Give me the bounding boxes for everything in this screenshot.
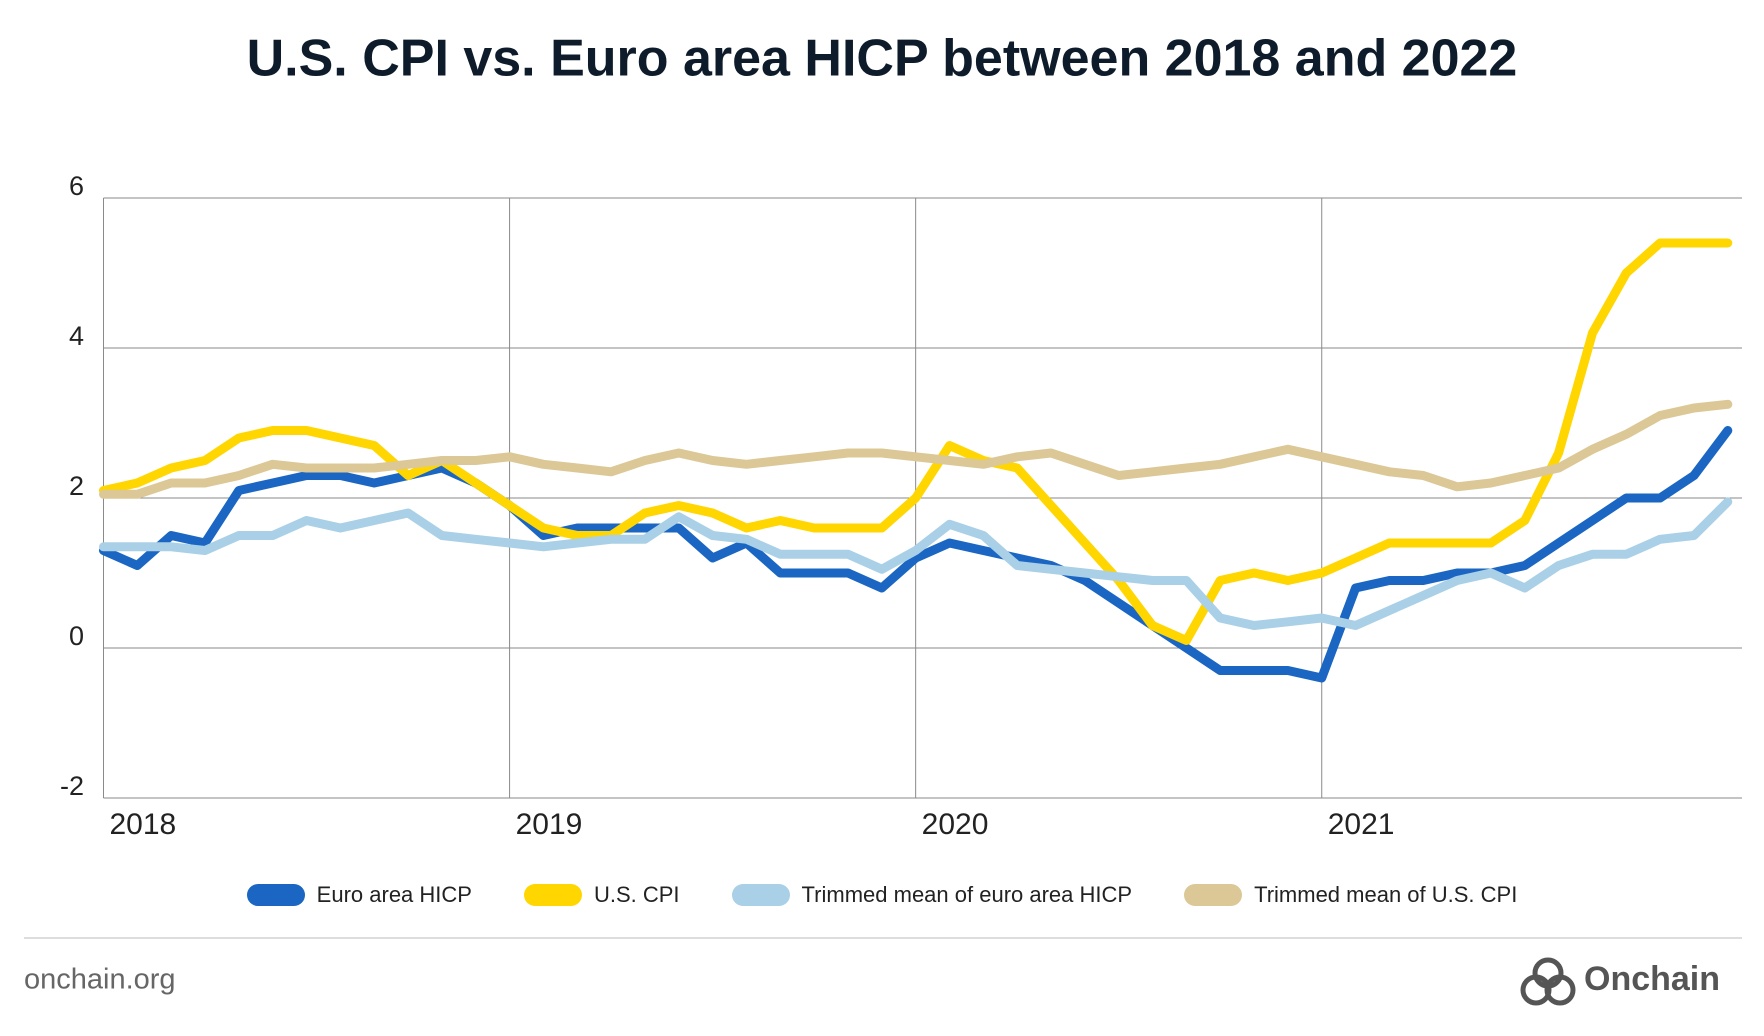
chart-title: U.S. CPI vs. Euro area HICP between 2018… [247, 30, 1518, 88]
x-tick-label: 2020 [922, 808, 989, 841]
legend: Euro area HICP U.S. CPI Trimmed mean of eu… [0, 882, 1764, 908]
y-tick-label: 4 [69, 321, 84, 351]
x-tick-label: 2021 [1328, 808, 1395, 841]
legend-swatch [731, 884, 790, 906]
y-tick-label: 2 [69, 471, 84, 501]
legend-swatch [246, 884, 305, 906]
legend-label: Euro area HICP [316, 882, 472, 907]
brand: Onchain [1584, 960, 1720, 998]
series-line [99, 399, 1733, 499]
source: onchain.org [24, 964, 176, 996]
legend-swatch [523, 884, 582, 906]
legend-item: Trimmed mean of euro area HICP [731, 882, 1133, 908]
y-tick-label: 0 [69, 621, 84, 651]
legend-item: Trimmed mean of U.S. CPI [1184, 882, 1517, 908]
legend-label: Trimmed mean of euro area HICP [801, 882, 1133, 907]
x-tick-label: 2019 [516, 808, 583, 841]
legend-swatch [1184, 884, 1243, 906]
series-line [99, 497, 1733, 630]
legend-label: U.S. CPI [593, 882, 680, 907]
y-tick-label: 6 [69, 171, 84, 201]
legend-label: Trimmed mean of U.S. CPI [1254, 882, 1518, 907]
series-line [99, 238, 1733, 645]
series-line [99, 426, 1733, 683]
x-tick-label: 2018 [110, 808, 177, 841]
brand-logo [1520, 957, 1576, 1006]
y-tick-label: -2 [60, 771, 84, 801]
legend-item: U.S. CPI [523, 882, 680, 908]
legend-item: Euro area HICP [246, 882, 472, 908]
